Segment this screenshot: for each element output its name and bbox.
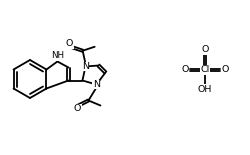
Text: OH: OH <box>198 84 212 93</box>
Text: O: O <box>201 46 209 55</box>
Text: Cl: Cl <box>200 66 209 75</box>
Text: N: N <box>93 80 100 89</box>
Text: N: N <box>82 62 89 71</box>
Text: O: O <box>221 66 229 75</box>
Text: NH: NH <box>51 51 64 60</box>
Text: O: O <box>74 104 81 113</box>
Text: O: O <box>66 39 73 48</box>
Text: O: O <box>181 66 189 75</box>
